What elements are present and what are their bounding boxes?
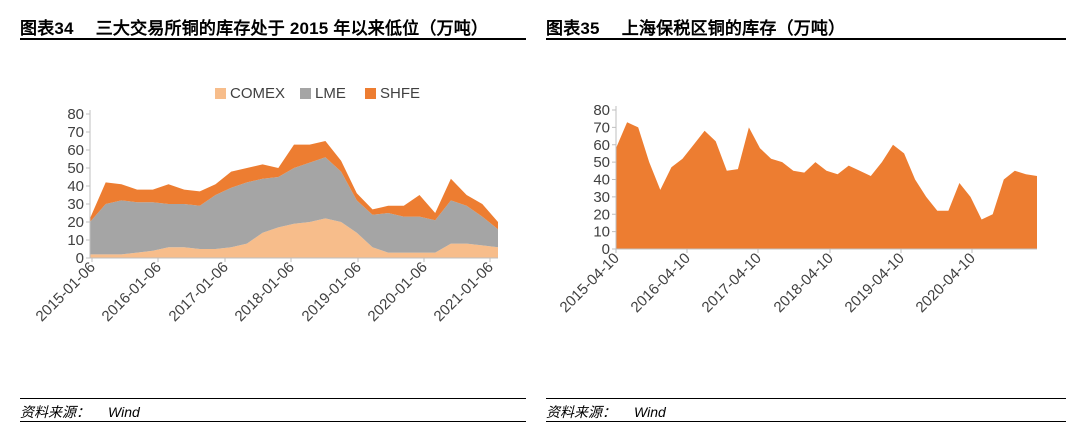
chart-title-text: 上海保税区铜的库存（万吨） bbox=[621, 19, 846, 38]
y-tick-label: 70 bbox=[67, 124, 84, 141]
x-tick-label: 2017-01-06 bbox=[166, 259, 232, 325]
source-rule-top bbox=[546, 398, 1066, 399]
area-series-lme bbox=[90, 157, 498, 255]
source-rule-bottom bbox=[546, 421, 1066, 422]
legend-swatch-comex bbox=[215, 88, 226, 99]
x-tick-label: 2016-01-06 bbox=[99, 259, 165, 325]
chart-title: 图表34 三大交易所铜的库存处于 2015 年以来低位（万吨） bbox=[20, 14, 488, 39]
legend-label-lme: LME bbox=[315, 85, 346, 102]
y-tick-label: 50 bbox=[67, 160, 84, 177]
source-rule-bottom bbox=[20, 421, 526, 422]
y-tick-label: 60 bbox=[67, 142, 84, 159]
y-tick-label: 20 bbox=[67, 214, 84, 231]
x-tick-label: 2021-01-06 bbox=[431, 259, 497, 325]
chart-title-text: 三大交易所铜的库存处于 2015 年以来低位（万吨） bbox=[95, 19, 489, 38]
x-tick-label: 2015-04-10 bbox=[557, 250, 623, 316]
x-tick-label: 2016-04-10 bbox=[628, 250, 694, 316]
y-tick-label: 10 bbox=[593, 224, 610, 241]
title-rule bbox=[20, 38, 526, 40]
y-tick-label: 50 bbox=[593, 154, 610, 171]
y-tick-label: 30 bbox=[67, 196, 84, 213]
title-rule bbox=[546, 38, 1066, 40]
legend-swatch-shfe bbox=[365, 88, 376, 99]
chart-title-number: 图表35 bbox=[546, 19, 600, 38]
y-tick-label: 20 bbox=[593, 206, 610, 223]
y-tick-label: 80 bbox=[67, 106, 84, 123]
source-label: 资料来源： bbox=[20, 404, 90, 420]
legend-label-shfe: SHFE bbox=[380, 85, 420, 102]
x-tick-label: 2018-04-10 bbox=[771, 250, 837, 316]
x-tick-label: 2018-01-06 bbox=[232, 259, 298, 325]
legend-swatch-lme bbox=[300, 88, 311, 99]
source-rule-top bbox=[20, 398, 526, 399]
y-tick-label: 10 bbox=[67, 232, 84, 249]
y-tick-label: 80 bbox=[593, 102, 610, 119]
y-tick-label: 40 bbox=[67, 178, 84, 195]
y-tick-label: 0 bbox=[602, 241, 610, 258]
source-label: 资料来源： bbox=[546, 404, 616, 420]
source-value: Wind bbox=[634, 404, 666, 420]
area-series-shfe bbox=[90, 141, 498, 230]
chart-panel-inventory-exchanges: 图表34 三大交易所铜的库存处于 2015 年以来低位（万吨） 0 10 20 30 40… bbox=[0, 0, 530, 431]
x-tick-label: 2017-04-10 bbox=[699, 250, 765, 316]
area-series-inventory bbox=[616, 122, 1037, 249]
x-tick-label: 2015-01-06 bbox=[33, 259, 99, 325]
source-note: 资料来源： Wind bbox=[20, 402, 140, 422]
chart-title: 图表35 上海保税区铜的库存（万吨） bbox=[546, 14, 845, 39]
x-tick-label: 2020-04-10 bbox=[913, 250, 979, 316]
chart-panel-bonded-inventory: 图表35 上海保税区铜的库存（万吨） 0 10 20 30 40 50 60 70 80 2015-… bbox=[540, 0, 1076, 431]
x-tick-label: 2020-01-06 bbox=[365, 259, 431, 325]
y-tick-label: 70 bbox=[593, 119, 610, 136]
area-series-comex bbox=[90, 218, 498, 258]
legend-label-comex: COMEX bbox=[230, 85, 285, 102]
x-tick-label: 2019-01-06 bbox=[299, 259, 365, 325]
y-tick-label: 30 bbox=[593, 189, 610, 206]
source-note: 资料来源： Wind bbox=[546, 402, 666, 422]
chart-title-number: 图表34 bbox=[20, 19, 74, 38]
x-tick-label: 2019-04-10 bbox=[842, 250, 908, 316]
source-value: Wind bbox=[108, 404, 140, 420]
y-tick-label: 0 bbox=[76, 250, 84, 267]
y-tick-label: 60 bbox=[593, 137, 610, 154]
y-tick-label: 40 bbox=[593, 172, 610, 189]
